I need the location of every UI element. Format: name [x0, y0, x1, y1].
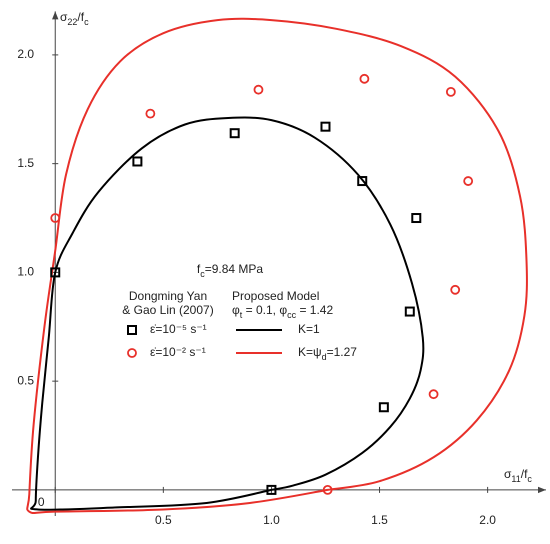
text-part: = 1.42	[296, 303, 333, 317]
subscript: c	[84, 17, 89, 27]
x-tick-label: 0.5	[155, 513, 172, 527]
subscript: 11	[511, 474, 520, 484]
point	[404, 306, 415, 317]
y-tick-label: 0.5	[17, 373, 34, 387]
subscript: t	[240, 310, 243, 320]
point	[378, 402, 389, 413]
legend-label: ε̇=10⁻² s⁻¹	[150, 345, 206, 359]
point	[320, 121, 331, 132]
label: σ22/fc	[60, 10, 89, 27]
point	[450, 284, 461, 295]
point	[145, 108, 156, 119]
curve	[30, 116, 425, 511]
point	[359, 73, 370, 84]
legend-header: & Gao Lin (2007)	[122, 303, 213, 317]
text-part: = 0.1, φ	[242, 303, 287, 317]
point	[463, 176, 474, 186]
y-tick-label: 1.5	[17, 156, 34, 170]
label: σ11/fc	[504, 467, 532, 484]
text-part: K=ψ	[298, 345, 322, 359]
point	[266, 484, 277, 495]
text-part: φ	[232, 303, 240, 317]
text-part: /f	[77, 10, 84, 24]
label: φt = 0.1, φcc = 1.42	[232, 303, 333, 320]
point	[411, 213, 422, 224]
subscript: 22	[67, 17, 77, 27]
point	[50, 267, 61, 278]
text-part: K=1	[298, 322, 320, 336]
subscript: cc	[287, 310, 297, 320]
point	[428, 389, 439, 400]
point	[322, 484, 333, 495]
label: fc=9.84 MPa	[197, 262, 264, 279]
x-tick-label: 2.0	[479, 513, 496, 527]
text-part: =9.84 MPa	[205, 262, 264, 276]
text-part: σ	[504, 467, 512, 481]
point	[445, 86, 456, 97]
label: K=ψd=1.27	[298, 345, 357, 362]
label: K=1	[298, 322, 320, 336]
subscript: c	[200, 269, 205, 279]
legend-header: Dongming Yan	[129, 289, 207, 303]
subscript: c	[527, 474, 532, 484]
legend-label: ε̇=10⁻⁵ s⁻¹	[150, 322, 207, 336]
x-tick-label: 1.5	[371, 513, 388, 527]
y-tick-label: 1.0	[17, 265, 34, 279]
point	[132, 156, 143, 167]
text-part: =1.27	[327, 345, 358, 359]
point	[357, 176, 368, 187]
legend-header: Proposed Model	[232, 289, 319, 303]
y-tick-label: 2.0	[17, 47, 34, 61]
text-part: /f	[521, 467, 528, 481]
legend-marker	[127, 325, 137, 335]
origin-label: 0	[38, 495, 45, 509]
legend-marker	[127, 348, 137, 358]
x-tick-label: 1.0	[263, 513, 280, 527]
curve	[26, 17, 528, 515]
text-part: f	[197, 262, 201, 276]
point	[229, 128, 240, 139]
subscript: d	[322, 352, 327, 362]
text-part: σ	[60, 10, 68, 24]
point	[50, 213, 61, 223]
point	[253, 84, 264, 95]
